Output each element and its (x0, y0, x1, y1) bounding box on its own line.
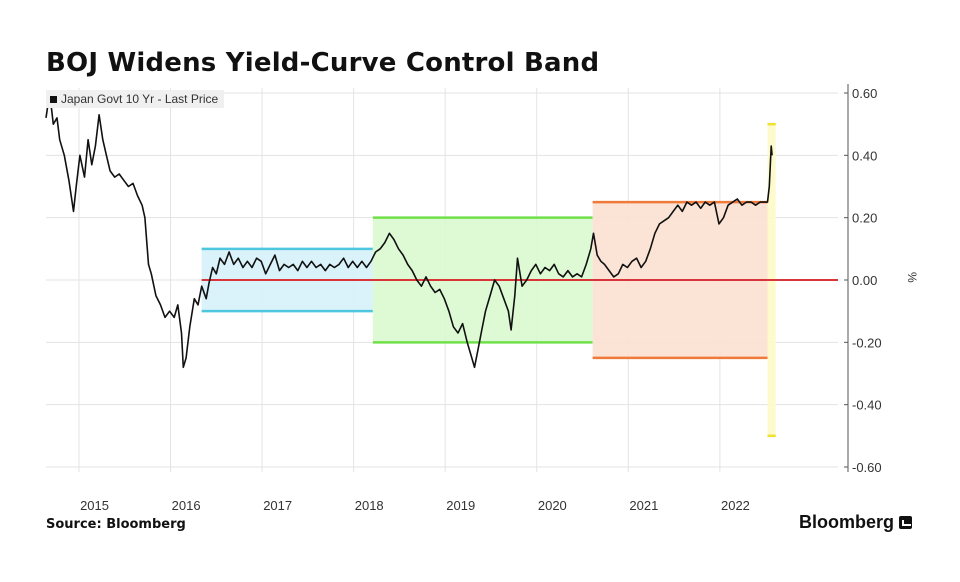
brand-name: Bloomberg (798, 512, 894, 532)
chart-icon (899, 516, 912, 529)
y-tick-label: 0.40 (852, 148, 877, 163)
legend-swatch (50, 95, 57, 103)
y-tick-label: -0.20 (852, 335, 882, 350)
axes: 0.60 0.40 0.20 0.00 -0.20 -0.40 -0.60% 2015 2016… (80, 84, 919, 513)
yield-series (45, 92, 773, 369)
legend-label: Japan Govt 10 Yr - Last Price (61, 92, 219, 106)
y-tick-label: 0.20 (852, 211, 877, 226)
y-tick-label: -0.60 (852, 460, 882, 475)
legend: Japan Govt 10 Yr - Last Price (46, 90, 225, 108)
x-tick-label: 2015 (80, 498, 109, 513)
y-axis-unit-label: % (905, 272, 919, 283)
x-tick-label: 2022 (721, 498, 750, 513)
x-tick-label: 2020 (538, 498, 567, 513)
y-tick-label: 0.00 (852, 273, 877, 288)
y-tick-label: -0.40 (852, 398, 882, 413)
x-tick-label: 2021 (629, 498, 658, 513)
series-line-0 (45, 92, 773, 369)
x-tick-label: 2017 (263, 498, 292, 513)
x-tick-label: 2016 (172, 498, 201, 513)
x-tick-label: 2018 (355, 498, 384, 513)
chart-title: BOJ Widens Yield-Curve Control Band (46, 48, 600, 78)
x-tick-label: 2019 (446, 498, 475, 513)
source-note: Source: Bloomberg (46, 517, 186, 532)
y-tick-label: 0.60 (852, 86, 877, 101)
brand-logo: Bloomberg (799, 512, 912, 533)
